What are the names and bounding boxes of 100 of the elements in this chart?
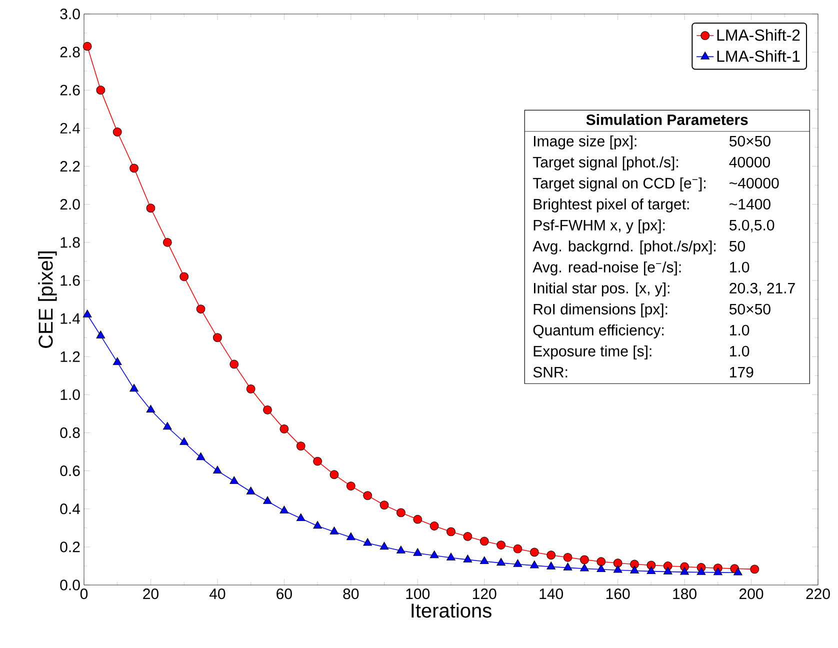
y-tick-label: 2.0 (60, 199, 80, 210)
y-tick-label: 1.6 (60, 275, 80, 286)
y-tick-label: 2.4 (60, 122, 80, 134)
point (346, 532, 356, 540)
legend-label: LMA-Shift-1 (717, 50, 800, 62)
point (696, 567, 706, 575)
point (330, 526, 339, 534)
annotation: 5.0,5.0 (730, 220, 774, 232)
point (513, 544, 522, 554)
annotation: Psf-FWHM x, y [px]: (534, 219, 665, 234)
annotation: Avg. backgrnd. [phot./s/px]: (532, 240, 716, 254)
y-tick-label: 0.0 (60, 580, 80, 590)
point (530, 560, 539, 568)
annotation: 1.0 (730, 262, 750, 272)
point (380, 500, 389, 510)
point (530, 548, 539, 557)
point (663, 566, 672, 574)
point (596, 557, 606, 566)
y-tick-label: 0.6 (60, 465, 80, 476)
point (163, 422, 172, 430)
annotation: 40000 (729, 156, 770, 168)
point (734, 568, 742, 576)
point (396, 508, 406, 518)
point (313, 456, 322, 466)
point (580, 564, 589, 572)
x-tick-label: 140 (540, 588, 564, 600)
point (196, 304, 206, 314)
point (563, 552, 572, 562)
annotation: 1.0 (730, 324, 750, 336)
x-axis-title: Iterations (412, 603, 492, 618)
annotation: 50×50 (730, 136, 770, 146)
point (246, 384, 256, 394)
point (714, 567, 722, 576)
point (96, 330, 106, 338)
annotation: Simulation Parameters (586, 114, 748, 126)
point (330, 470, 339, 480)
annotation: Exposure time [s]: (534, 345, 652, 360)
point (130, 384, 138, 392)
y-tick-label: 3.0 (60, 8, 80, 20)
x-tick-label: 0 (80, 588, 88, 600)
point (280, 506, 289, 514)
point (280, 424, 289, 434)
annotation: Initial star pos. [x, y]: (534, 282, 670, 296)
point (480, 556, 489, 564)
x-tick-label: 180 (673, 588, 696, 600)
point (213, 466, 222, 474)
point (363, 538, 372, 546)
point (613, 558, 622, 568)
x-tick-label: 200 (740, 588, 764, 600)
point (162, 238, 172, 247)
point (413, 514, 422, 524)
point (82, 310, 92, 318)
point (380, 542, 389, 550)
point (480, 536, 489, 546)
point (646, 566, 656, 574)
point (446, 552, 456, 560)
y-tick-label: 2.2 (60, 161, 80, 172)
point (130, 164, 138, 173)
point (563, 562, 572, 570)
point (750, 564, 760, 574)
point (446, 527, 456, 536)
x-tick-label: 100 (406, 588, 430, 600)
point (180, 272, 189, 282)
point (630, 566, 639, 574)
y-tick-label: 2.8 (60, 46, 80, 58)
annotation: RoI dimensions [px]: (534, 303, 668, 318)
point (363, 491, 372, 500)
point (463, 554, 472, 562)
annotation: Brightest pixel of target: (534, 198, 689, 212)
point (146, 404, 156, 413)
point (296, 513, 306, 522)
annotation: 20.3, 21.7 (730, 282, 795, 296)
point (546, 562, 556, 570)
annotation: 50 (730, 240, 745, 252)
point (112, 128, 122, 136)
point (463, 532, 472, 541)
point (546, 550, 556, 560)
point (346, 482, 356, 490)
point (596, 564, 606, 572)
annotation: ~1400 (730, 198, 770, 210)
y-tick-label: 1.2 (60, 351, 80, 362)
y-tick-label: 1.0 (60, 389, 80, 400)
point (513, 559, 522, 567)
annotation: Avg. read-noise [e$^{−}$/s]: (532, 261, 681, 276)
point (496, 558, 506, 566)
x-tick-label: 60 (276, 588, 292, 600)
annotation: Quantum efficiency: (533, 324, 664, 338)
x-tick-label: 20 (143, 588, 158, 600)
x-tick-label: 160 (606, 588, 630, 600)
point (82, 42, 92, 51)
point (196, 452, 206, 460)
x-tick-label: 40 (209, 588, 226, 600)
point (296, 442, 306, 451)
y-tick-label: 2.6 (60, 84, 80, 96)
annotation: SNR: (533, 366, 568, 378)
point (313, 520, 322, 529)
annotation: 1.0 (730, 346, 750, 356)
legend-label: LMA-Shift-2 (717, 29, 800, 41)
point (413, 548, 422, 556)
x-tick-label: 80 (343, 588, 359, 600)
